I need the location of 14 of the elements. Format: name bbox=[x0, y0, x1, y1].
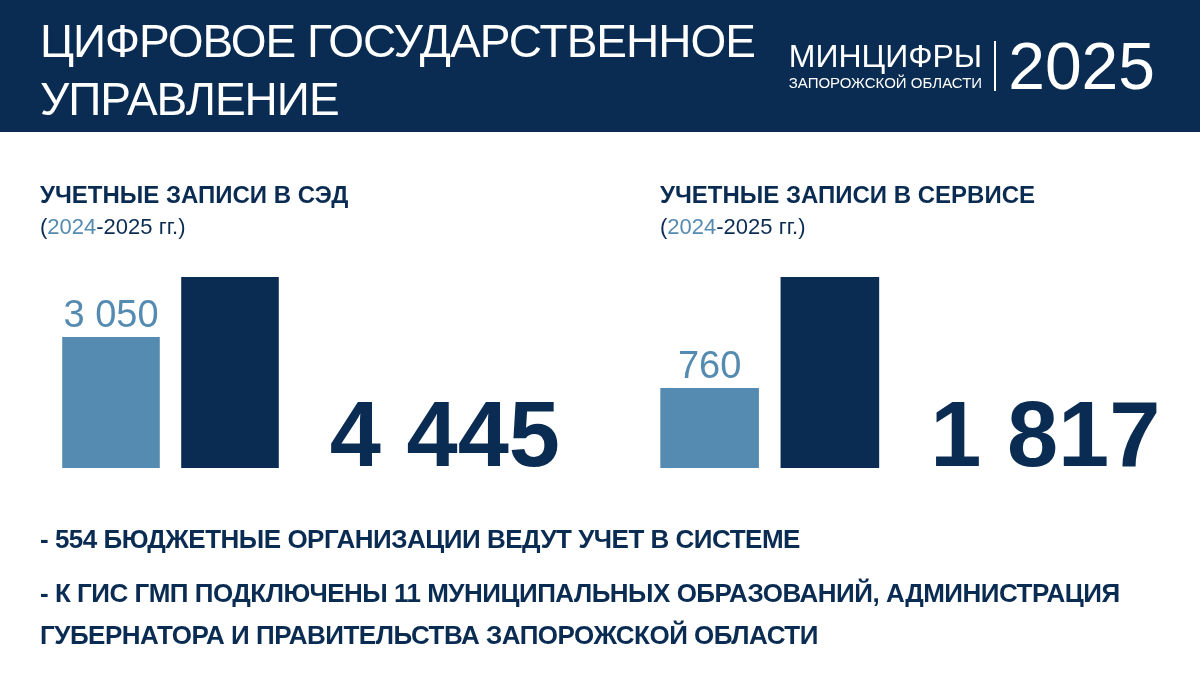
chart-subtitle: (2024-2025 гг.) bbox=[660, 214, 806, 239]
text: 4 445 bbox=[329, 383, 561, 485]
text: 2025 bbox=[1008, 29, 1155, 103]
chart-title: УЧЕТНЫЕ ЗАПИСИ В СЭД bbox=[40, 181, 349, 208]
text: МИНЦИФРЫ bbox=[788, 38, 983, 74]
data-label: 3 050 bbox=[63, 292, 159, 335]
text: - К ГИС ГМП ПОДКЛЮЧЕНЫ 11 МУНИЦИПАЛЬНЫХ ОБРАЗОВАНИЙ, АДМИНИСТРАЦИЯ ГУБЕРНАТОРА И ПРАВИТЕЛЬСТВА ЗАПОРОЖСКОЙ ОБЛАСТИ bbox=[40, 577, 1121, 652]
chart-subtitle: (2024-2025 гг.) bbox=[40, 214, 186, 239]
text: ЗАПОРОЖСКОЙ ОБЛАСТИ bbox=[788, 74, 983, 93]
text: ЦИФРОВОЕ ГОСУДАРСТВЕННОЕ УПРАВЛЕНИЕ bbox=[40, 15, 755, 125]
data-label: 760 bbox=[677, 344, 742, 387]
text: 1 817 bbox=[930, 383, 1161, 485]
chart-title: УЧЕТНЫЕ ЗАПИСИ В СЕРВИСЕ bbox=[660, 181, 1036, 208]
text: - 554 БЮДЖЕТНЫЕ ОРГАНИЗАЦИИ ВЕДУТ УЧЕТ В СИСТЕМЕ bbox=[40, 523, 801, 556]
